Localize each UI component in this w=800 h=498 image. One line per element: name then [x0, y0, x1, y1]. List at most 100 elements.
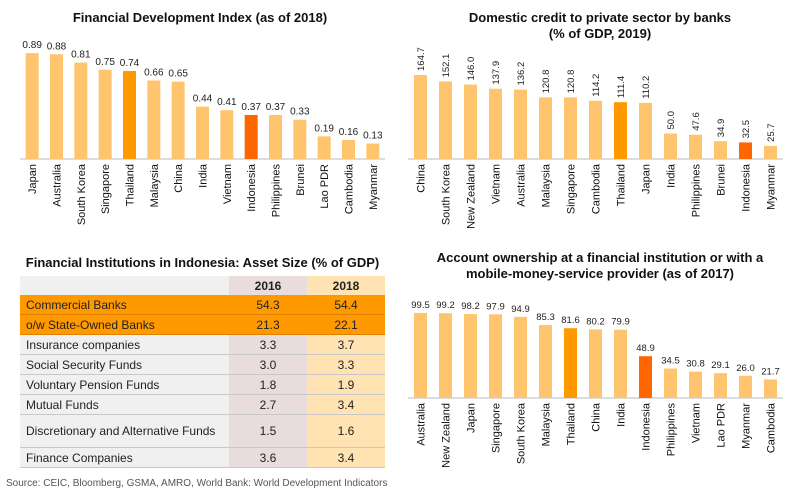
- data-label: 81.6: [561, 315, 580, 326]
- bar: [439, 313, 452, 398]
- table-row: Voluntary Pension Funds 1.8 1.9: [20, 374, 385, 395]
- data-label: 48.9: [636, 343, 655, 354]
- bar: [74, 62, 88, 159]
- bar: [25, 53, 39, 160]
- value-2016: 21.3: [229, 314, 307, 335]
- data-label: 25.7: [766, 123, 777, 142]
- asset-size-table: 2016 2018 Commercial Banks 54.3 54.4 o/w St…: [20, 276, 385, 468]
- data-label: 152.1: [441, 54, 452, 78]
- category-label: Lao PDR: [716, 403, 728, 448]
- category-label: South Korea: [441, 163, 453, 225]
- value-2016: 3.6: [229, 447, 307, 468]
- category-label: Japan: [641, 164, 653, 194]
- category-label: Singapore: [566, 164, 578, 214]
- category-label: Brunei: [716, 164, 728, 196]
- category-label: India: [198, 163, 210, 188]
- bar: [739, 375, 752, 398]
- data-label: 0.81: [71, 50, 91, 61]
- bar: [50, 54, 63, 159]
- row-label: Voluntary Pension Funds: [20, 374, 229, 395]
- bar: [664, 368, 677, 398]
- data-label: 0.19: [314, 123, 334, 134]
- data-label: 0.13: [363, 131, 383, 142]
- category-label: China: [416, 163, 428, 193]
- data-label: 34.9: [716, 119, 727, 138]
- value-2016: 1.8: [229, 374, 307, 395]
- category-label: Myanmar: [766, 164, 778, 210]
- row-label: o/w State-Owned Banks: [20, 314, 229, 335]
- bar: [764, 145, 777, 159]
- chart-title-credit: Domestic credit to private sector by ban…: [400, 10, 800, 42]
- category-label: Philippines: [271, 164, 283, 218]
- data-label: 136.2: [516, 62, 527, 86]
- bar: [171, 81, 185, 159]
- data-label: 80.2: [586, 316, 605, 327]
- data-label: 0.89: [22, 40, 42, 51]
- bar: [639, 102, 652, 159]
- category-label: Thailand: [616, 164, 628, 206]
- bar: [564, 97, 577, 159]
- bar: [414, 312, 427, 398]
- data-label: 94.9: [511, 304, 530, 315]
- category-label: Thailand: [566, 403, 578, 445]
- value-2018: 3.7: [307, 334, 385, 355]
- category-label: China: [173, 163, 185, 193]
- row-label: Insurance companies: [20, 334, 229, 355]
- data-label: 0.75: [95, 57, 115, 68]
- category-label: India: [616, 402, 628, 427]
- data-label: 34.5: [661, 356, 680, 367]
- bar: [464, 314, 477, 398]
- value-2016: 1.5: [229, 414, 307, 448]
- row-label: Mutual Funds: [20, 394, 229, 415]
- bar: [589, 329, 602, 398]
- title-line: Domestic credit to private sector by ban…: [468, 10, 732, 25]
- category-label: Cambodia: [766, 402, 778, 453]
- data-label: 164.7: [416, 47, 427, 71]
- data-label: 137.9: [491, 61, 502, 85]
- table-row: Social Security Funds 3.0 3.3: [20, 354, 385, 375]
- category-label: Cambodia: [344, 163, 356, 214]
- table-title: Financial Institutions in Indonesia: Ass…: [25, 255, 380, 270]
- bar: [464, 84, 477, 159]
- value-2018: 1.6: [307, 414, 385, 448]
- data-label: 0.74: [120, 58, 140, 69]
- category-label: South Korea: [516, 402, 528, 464]
- category-label: Indonesia: [741, 163, 753, 212]
- category-label: Thailand: [125, 164, 137, 206]
- category-label: Myanmar: [368, 164, 380, 210]
- data-label: 110.2: [641, 76, 652, 99]
- category-label: Singapore: [491, 403, 503, 453]
- data-label: 0.37: [266, 102, 286, 113]
- bar: [269, 114, 282, 159]
- bar: [714, 373, 727, 398]
- data-label: 97.9: [486, 301, 505, 312]
- data-label: 21.7: [761, 366, 780, 377]
- bar: [366, 143, 380, 159]
- bar: [689, 134, 702, 159]
- table-header-row: 2016 2018: [20, 276, 385, 295]
- data-label: 0.88: [47, 41, 67, 52]
- row-label: Finance Companies: [20, 447, 229, 468]
- data-label: 0.65: [168, 69, 188, 80]
- table-row: Mutual Funds 2.7 3.4: [20, 394, 385, 415]
- category-label: New Zealand: [441, 403, 453, 468]
- value-2016: 54.3: [229, 295, 307, 315]
- category-label: Japan: [27, 164, 39, 194]
- value-2016: 2.7: [229, 394, 307, 415]
- category-label: South Korea: [76, 163, 88, 225]
- bar: [147, 80, 161, 159]
- bar: [489, 88, 502, 159]
- chart-title-account: Account ownership at a financial institu…: [400, 250, 800, 282]
- value-2018: 54.4: [307, 295, 385, 315]
- bar: [539, 97, 552, 159]
- bar: [317, 136, 331, 159]
- category-label: Singapore: [100, 164, 112, 214]
- bar: [589, 100, 602, 159]
- header-2016: 2016: [229, 276, 307, 295]
- data-label: 0.44: [193, 94, 213, 105]
- category-label: Malaysia: [541, 163, 553, 207]
- value-2018: 1.9: [307, 374, 385, 395]
- value-2018: 3.4: [307, 447, 385, 468]
- value-2016: 3.0: [229, 354, 307, 375]
